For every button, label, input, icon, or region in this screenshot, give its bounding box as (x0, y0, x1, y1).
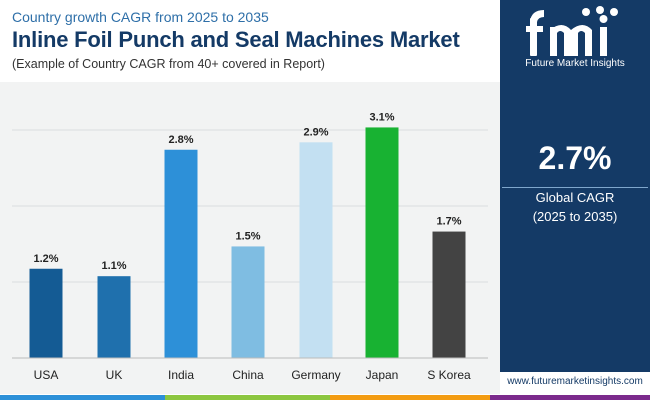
bar-india (164, 149, 198, 358)
global-cagr-value: 2.7% (538, 140, 612, 176)
bar-s-korea (432, 231, 466, 358)
x-tick-label: India (168, 368, 194, 382)
strip-segment (165, 395, 330, 400)
strip-segment (0, 395, 165, 400)
global-cagr-label-line1: Global CAGR (535, 190, 615, 205)
x-tick-label: China (232, 368, 264, 382)
bar-usa (29, 268, 63, 358)
x-tick-label: UK (106, 368, 123, 382)
data-label: 1.5% (235, 230, 260, 242)
data-label: 3.1% (369, 111, 394, 123)
data-label: 1.2% (33, 253, 58, 265)
fmi-logo-icon (526, 6, 618, 56)
data-label: 2.9% (303, 126, 328, 138)
page-title: Inline Foil Punch and Seal Machines Mark… (12, 27, 460, 52)
strip-segment (490, 395, 650, 400)
chart-area: 1.2% USA 1.1% UK 2.8% India 1.5% China 2.9% Germa… (0, 82, 500, 394)
header-top-line: Country growth CAGR from 2025 to 2035 (12, 9, 269, 25)
data-label: 2.8% (168, 134, 193, 146)
x-tick-label: Germany (291, 368, 340, 382)
logo-wordmark: Future Market Insights (525, 58, 625, 69)
stat-divider (502, 187, 648, 188)
data-label: 1.7% (436, 216, 461, 228)
data-label: 1.1% (101, 260, 126, 272)
bar-germany (299, 142, 333, 358)
side-panel: Future Market Insights 2.7% Global CAGR … (500, 0, 650, 372)
x-tick-label: Japan (366, 368, 399, 382)
strip-segment (330, 395, 490, 400)
footer-url[interactable]: www.futuremarketinsights.com (507, 376, 643, 387)
x-tick-label: S Korea (427, 368, 471, 382)
bottom-color-strip (0, 395, 650, 400)
global-cagr-label: Global CAGR (2025 to 2035) (500, 188, 650, 226)
bar-china (231, 246, 265, 358)
header-subtitle: (Example of Country CAGR from 40+ covere… (12, 57, 325, 71)
x-tick-label: USA (34, 368, 59, 382)
global-cagr-label-line2: (2025 to 2035) (532, 209, 618, 224)
bar-uk (97, 276, 131, 358)
bar-chart: 1.2% USA 1.1% UK 2.8% India 1.5% China 2.9% Germa… (12, 111, 488, 382)
bar-japan (365, 127, 399, 358)
